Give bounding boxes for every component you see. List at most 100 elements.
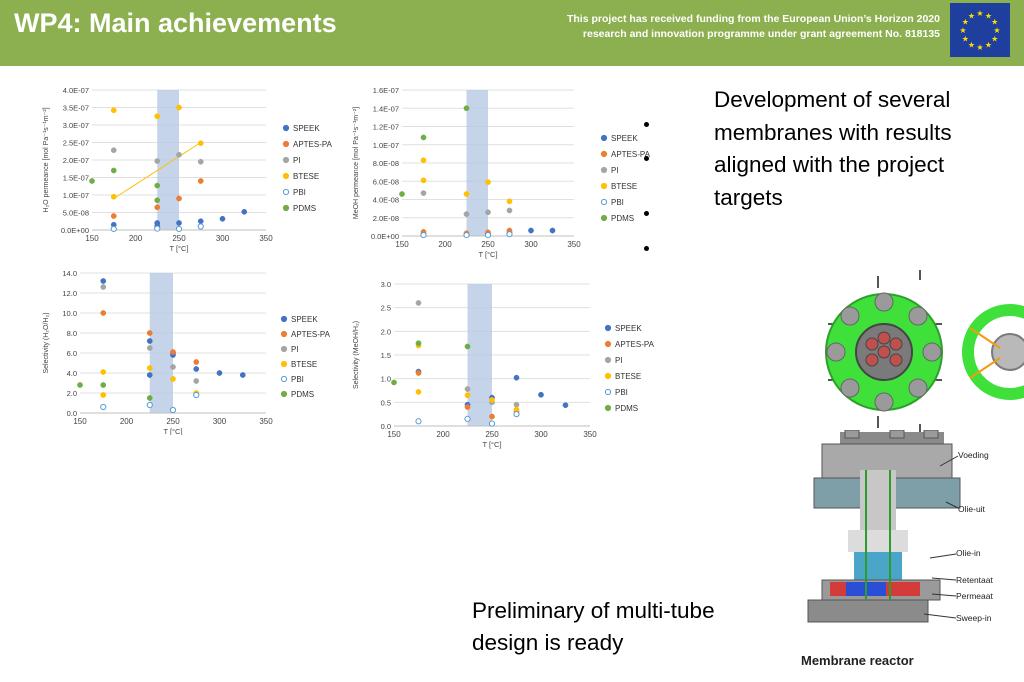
legend-label: SPEEK	[611, 134, 638, 143]
x-tick-label: 250	[172, 234, 186, 243]
funding-statement: This project has received funding from t…	[520, 12, 940, 42]
y-tick-label: 8.0E-08	[373, 159, 399, 168]
legend-label: PDMS	[291, 390, 314, 399]
y-tick-label: 6.0	[67, 349, 77, 358]
y-tick-label: 3.0	[381, 280, 391, 289]
eu-flag-logo: ★ ★★★★★★★★★★★	[950, 3, 1010, 57]
eu-star-icon: ★	[976, 43, 983, 52]
x-tick-label: 200	[436, 430, 450, 439]
x-axis-title: T [°C]	[169, 244, 188, 253]
data-point-speek	[197, 218, 204, 225]
x-tick-label: 300	[524, 240, 538, 249]
legend-marker	[604, 340, 612, 348]
legend-label: APTES-PA	[615, 340, 655, 349]
y-axis-title: H₂O permeance [mol Pa⁻¹s⁻¹m⁻²]	[43, 107, 50, 212]
y-axis-title: Selectivity (H₂O/H₂)	[43, 312, 50, 373]
y-tick-label: 10.0	[62, 309, 77, 318]
data-point-pi	[463, 211, 470, 217]
legend-label: BTESE	[611, 182, 637, 191]
data-point-pi	[176, 151, 182, 158]
data-point-pbi	[488, 420, 496, 427]
x-tick-label: 350	[259, 234, 273, 243]
legend-label: PDMS	[611, 214, 634, 223]
data-point-aptes-pa	[176, 195, 182, 202]
shaded-temperature-band	[467, 284, 492, 426]
x-axis-title: T [°C]	[482, 440, 501, 449]
legend-label: APTES-PA	[291, 330, 331, 339]
header-bar: WP4: Main achievements This project has …	[0, 0, 1024, 66]
legend-marker	[604, 404, 612, 412]
data-point-pbi	[193, 391, 200, 399]
legend-marker	[282, 124, 290, 132]
btese-trendline	[113, 142, 202, 199]
y-tick-label: 2.0E-08	[373, 214, 399, 223]
data-point-pi	[197, 158, 204, 165]
data-point-btese	[110, 107, 117, 114]
data-point-pbi	[100, 403, 107, 411]
data-point-btese	[489, 397, 495, 403]
x-tick-label: 300	[216, 234, 230, 243]
data-point-pi	[485, 209, 491, 216]
data-point-speek	[100, 278, 107, 284]
y-tick-label: 4.0	[67, 369, 77, 378]
data-point-speek	[146, 338, 153, 344]
data-point-pbi	[506, 231, 513, 238]
legend-label: PI	[291, 345, 299, 354]
reactor-label: Retentaat	[956, 575, 993, 585]
y-tick-label: 4.0E-08	[373, 196, 399, 205]
x-tick-label: 250	[481, 240, 495, 249]
data-point-pbi	[513, 411, 520, 418]
y-tick-label: 14.0	[62, 269, 77, 278]
data-point-btese	[485, 179, 491, 186]
legend-marker	[282, 188, 290, 196]
shaded-temperature-band	[149, 273, 173, 413]
data-point-btese	[197, 140, 204, 147]
data-point-pi	[506, 207, 513, 214]
eu-star-icon: ★	[968, 41, 975, 50]
data-point-pi	[170, 364, 176, 370]
data-point-aptes-pa	[170, 349, 176, 355]
reactor-top-view-drawing	[825, 270, 1024, 434]
data-point-btese	[463, 191, 470, 197]
data-point-aptes-pa	[197, 178, 204, 184]
data-point-pbi	[146, 401, 153, 409]
legend-marker	[280, 375, 288, 383]
legend-label: PI	[611, 166, 619, 175]
legend-label: PI	[293, 156, 301, 165]
data-point-speek	[146, 372, 153, 378]
legend-label: BTESE	[293, 172, 319, 181]
eu-star-icon: ★	[985, 41, 992, 50]
eu-star-icon: ★	[976, 9, 983, 18]
legend-marker	[600, 182, 608, 190]
data-point-btese	[506, 198, 513, 205]
y-tick-label: 3.5E-07	[63, 104, 89, 113]
eu-star-icon: ★	[993, 26, 1000, 35]
data-point-aptes-pa	[415, 370, 422, 376]
data-point-btese	[146, 365, 153, 371]
legend-label: PDMS	[293, 204, 316, 213]
data-point-speek	[549, 227, 556, 234]
reactor-label: Olie-in	[956, 548, 981, 558]
h2o-selectivity-chart: 0.0 2.0 4.0 6.0 8.0 10.0 12.0 14.0 150 200 250 300 3…	[43, 269, 331, 435]
data-point-speek	[219, 215, 226, 222]
y-tick-label: 0.0E+00	[371, 232, 399, 241]
data-point-speek	[562, 402, 569, 409]
data-point-pi	[420, 190, 427, 196]
data-point-pdms	[420, 134, 427, 141]
x-tick-label: 350	[583, 430, 597, 439]
y-tick-label: 1.5	[381, 351, 391, 360]
y-tick-label: 1.2E-07	[373, 123, 399, 132]
data-point-pdms	[464, 343, 471, 350]
data-point-aptes-pa	[489, 413, 495, 420]
legend-marker	[604, 324, 612, 332]
data-point-pbi	[420, 231, 427, 239]
legend-marker	[600, 214, 608, 222]
legend-label: SPEEK	[291, 315, 318, 324]
y-axis-title: Selectivity (MeOH/H₂)	[353, 321, 360, 389]
funding-line-2: research and innovation programme under …	[582, 28, 940, 40]
legend-label: PDMS	[615, 404, 638, 413]
data-point-pbi	[415, 418, 422, 425]
y-tick-label: 12.0	[62, 289, 77, 298]
data-point-speek	[241, 208, 248, 215]
data-point-aptes-pa	[193, 359, 200, 365]
